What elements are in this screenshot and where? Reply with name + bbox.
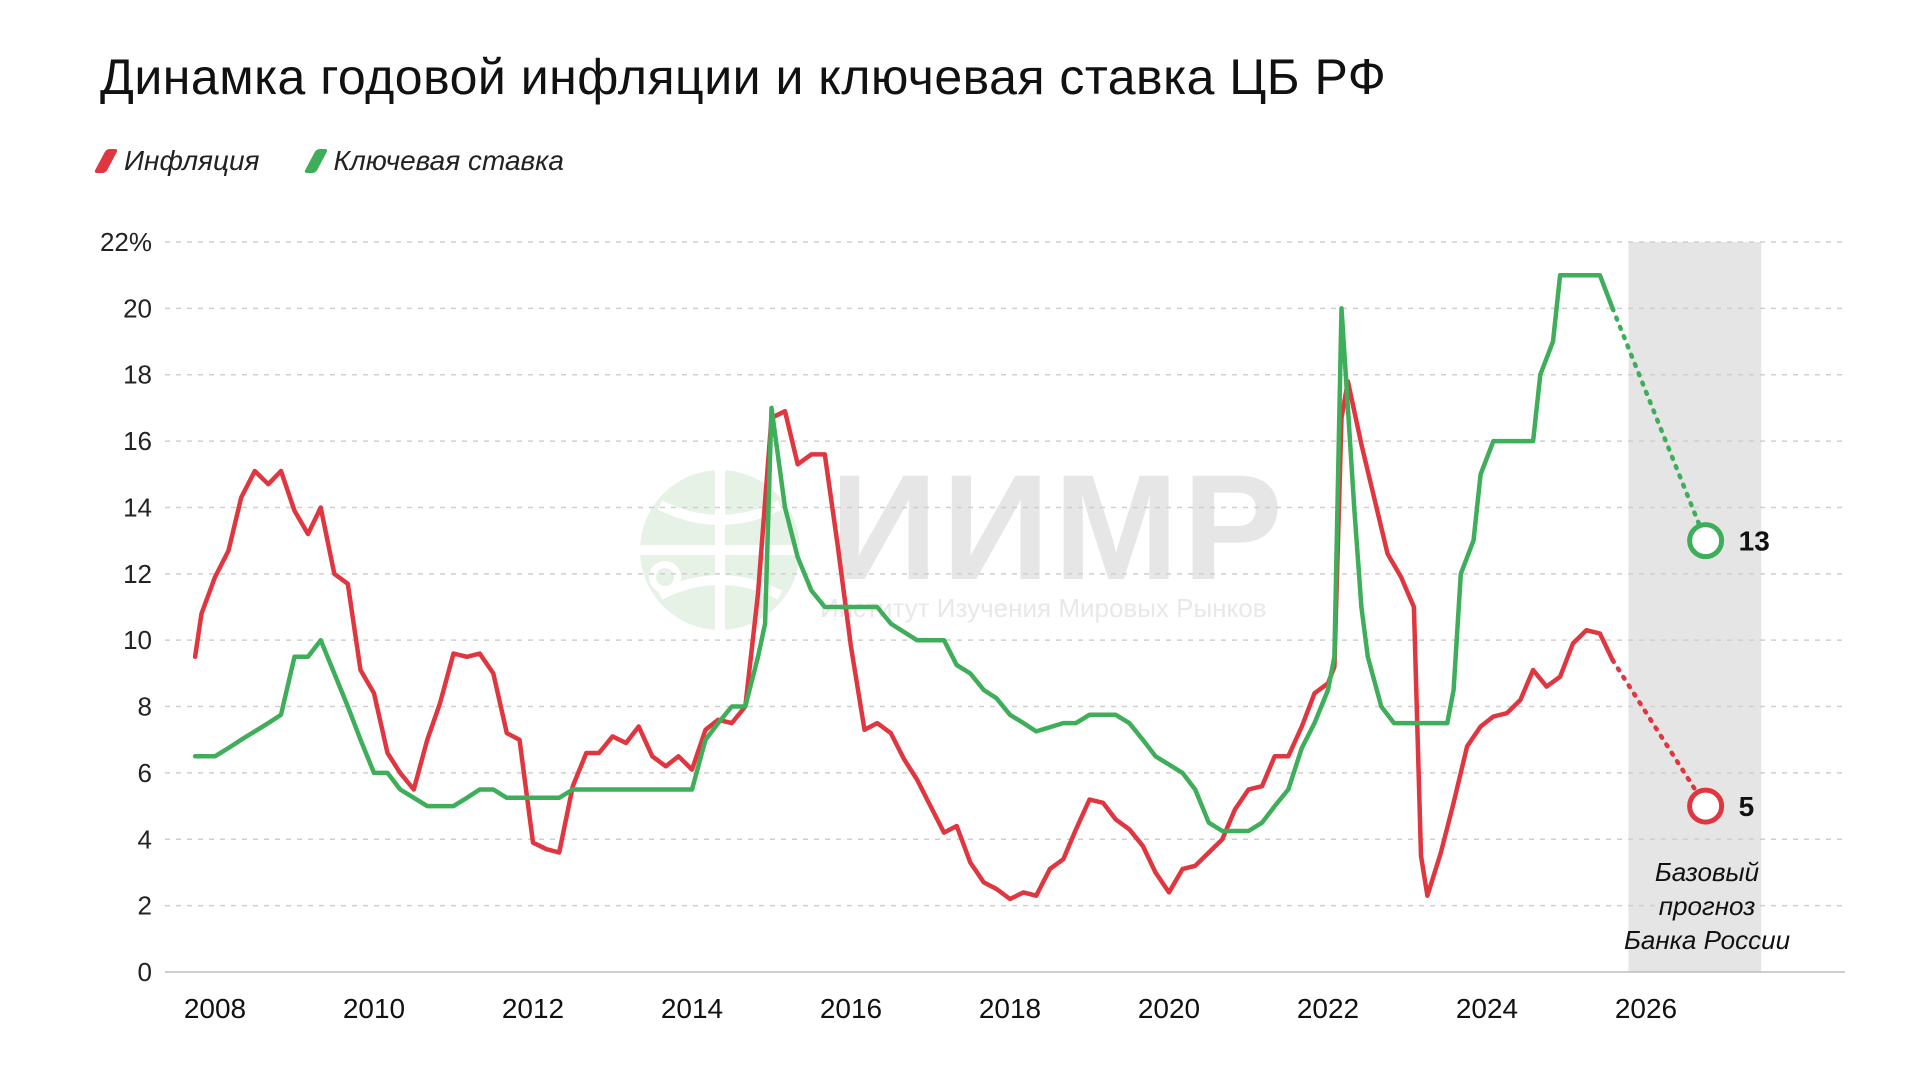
legend: Инфляция Ключевая ставка <box>93 145 614 177</box>
forecast-note-line-3: Банка России <box>1623 925 1791 955</box>
x-tick-label: 2022 <box>1297 993 1359 1024</box>
y-tick-label: 4 <box>138 824 152 854</box>
y-tick-label: 14 <box>123 492 152 522</box>
y-tick-label: 8 <box>138 692 152 722</box>
inflation-forecast-line <box>1610 657 1708 809</box>
x-tick-label: 2014 <box>661 993 723 1024</box>
key-rate-forecast-point <box>1687 522 1725 560</box>
inflation-forecast-label: 5 <box>1739 791 1755 822</box>
x-tick-label: 2012 <box>502 993 564 1024</box>
chart-title: Динамка годовой инфляции и ключевая став… <box>100 49 1387 105</box>
y-tick-label: 10 <box>123 625 152 655</box>
y-tick-label: 12 <box>123 559 152 589</box>
y-tick-label: 20 <box>123 293 152 323</box>
inflation-forecast-point <box>1687 787 1725 825</box>
y-tick-label: 22% <box>100 227 152 257</box>
x-tick-label: 2018 <box>979 993 1041 1024</box>
y-tick-label: 6 <box>138 758 152 788</box>
legend-item-key-rate: Ключевая ставка <box>303 145 564 177</box>
key-rate-forecast-line <box>1610 306 1708 543</box>
forecast-note-line-1: Базовый <box>1654 857 1760 887</box>
x-tick-label: 2010 <box>343 993 405 1024</box>
legend-item-inflation: Инфляция <box>93 145 260 177</box>
y-tick-label: 18 <box>123 360 152 390</box>
inflation-line <box>192 379 1615 902</box>
forecast-region <box>1628 242 1762 972</box>
key-rate-forecast-label: 13 <box>1739 526 1770 557</box>
x-tick-label: 2008 <box>184 993 246 1024</box>
forecast-note: Базовый прогноз Банка России <box>1577 855 1837 957</box>
x-tick-label: 2020 <box>1138 993 1200 1024</box>
legend-label-inflation: Инфляция <box>124 145 260 176</box>
y-tick-label: 16 <box>123 426 152 456</box>
x-tick-label: 2016 <box>820 993 882 1024</box>
forecast-note-line-2: прогноз <box>1658 891 1756 921</box>
legend-label-key-rate: Ключевая ставка <box>333 145 564 176</box>
y-tick-label: 2 <box>138 891 152 921</box>
x-tick-label: 2024 <box>1456 993 1518 1024</box>
key-rate-line <box>192 272 1615 834</box>
y-tick-label: 0 <box>138 957 152 987</box>
x-tick-label: 2026 <box>1615 993 1677 1024</box>
